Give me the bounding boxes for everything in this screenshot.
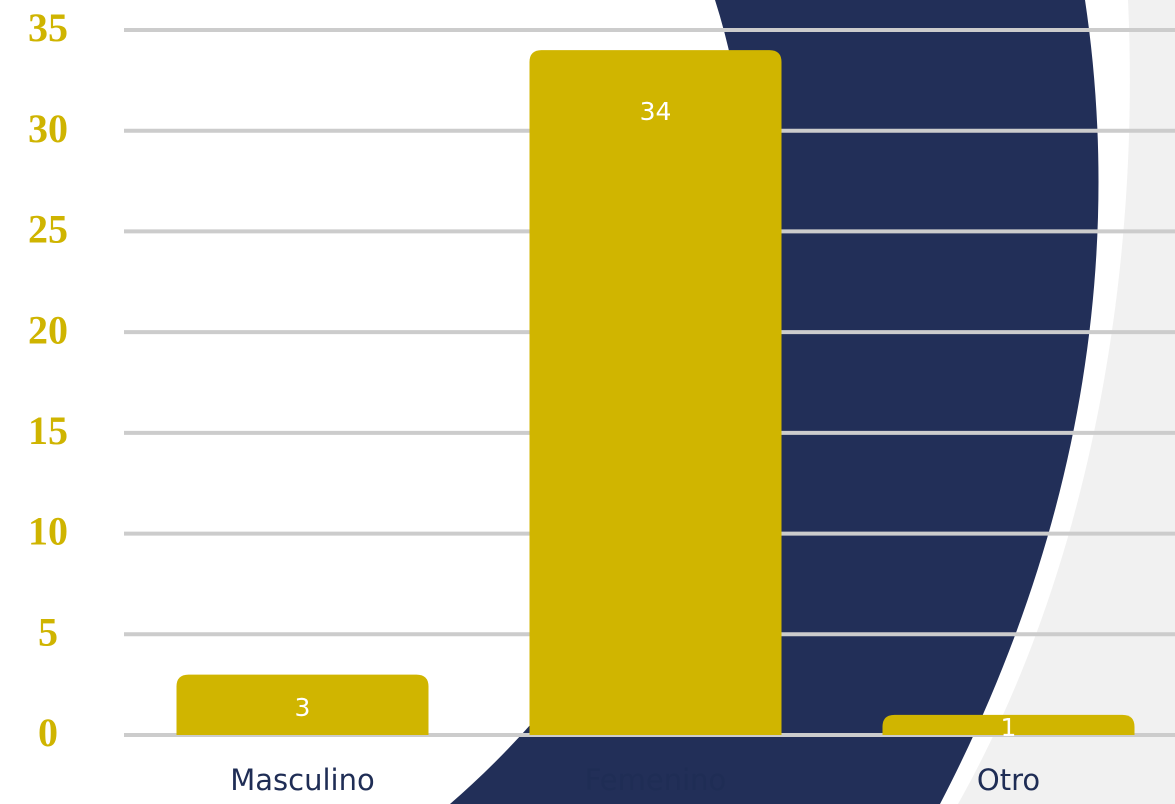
x-tick-label: Femenino <box>585 763 727 797</box>
y-tick-label: 0 <box>38 710 58 755</box>
y-tick-label: 35 <box>28 5 68 50</box>
value-label: 34 <box>640 97 672 126</box>
bar <box>529 50 782 735</box>
x-tick-label: Otro <box>977 763 1040 797</box>
value-label: 1 <box>1001 713 1017 742</box>
y-tick-label: 30 <box>28 106 68 151</box>
y-tick-label: 20 <box>28 307 68 352</box>
y-tick-label: 10 <box>28 509 68 554</box>
y-tick-label: 15 <box>28 408 68 453</box>
value-label: 3 <box>295 693 311 722</box>
y-tick-label: 5 <box>38 609 58 654</box>
x-tick-label: Masculino <box>230 763 374 797</box>
bar <box>882 714 1135 735</box>
y-tick-label: 25 <box>28 207 68 252</box>
bar <box>176 674 429 735</box>
background-gray-shape <box>958 0 1175 804</box>
